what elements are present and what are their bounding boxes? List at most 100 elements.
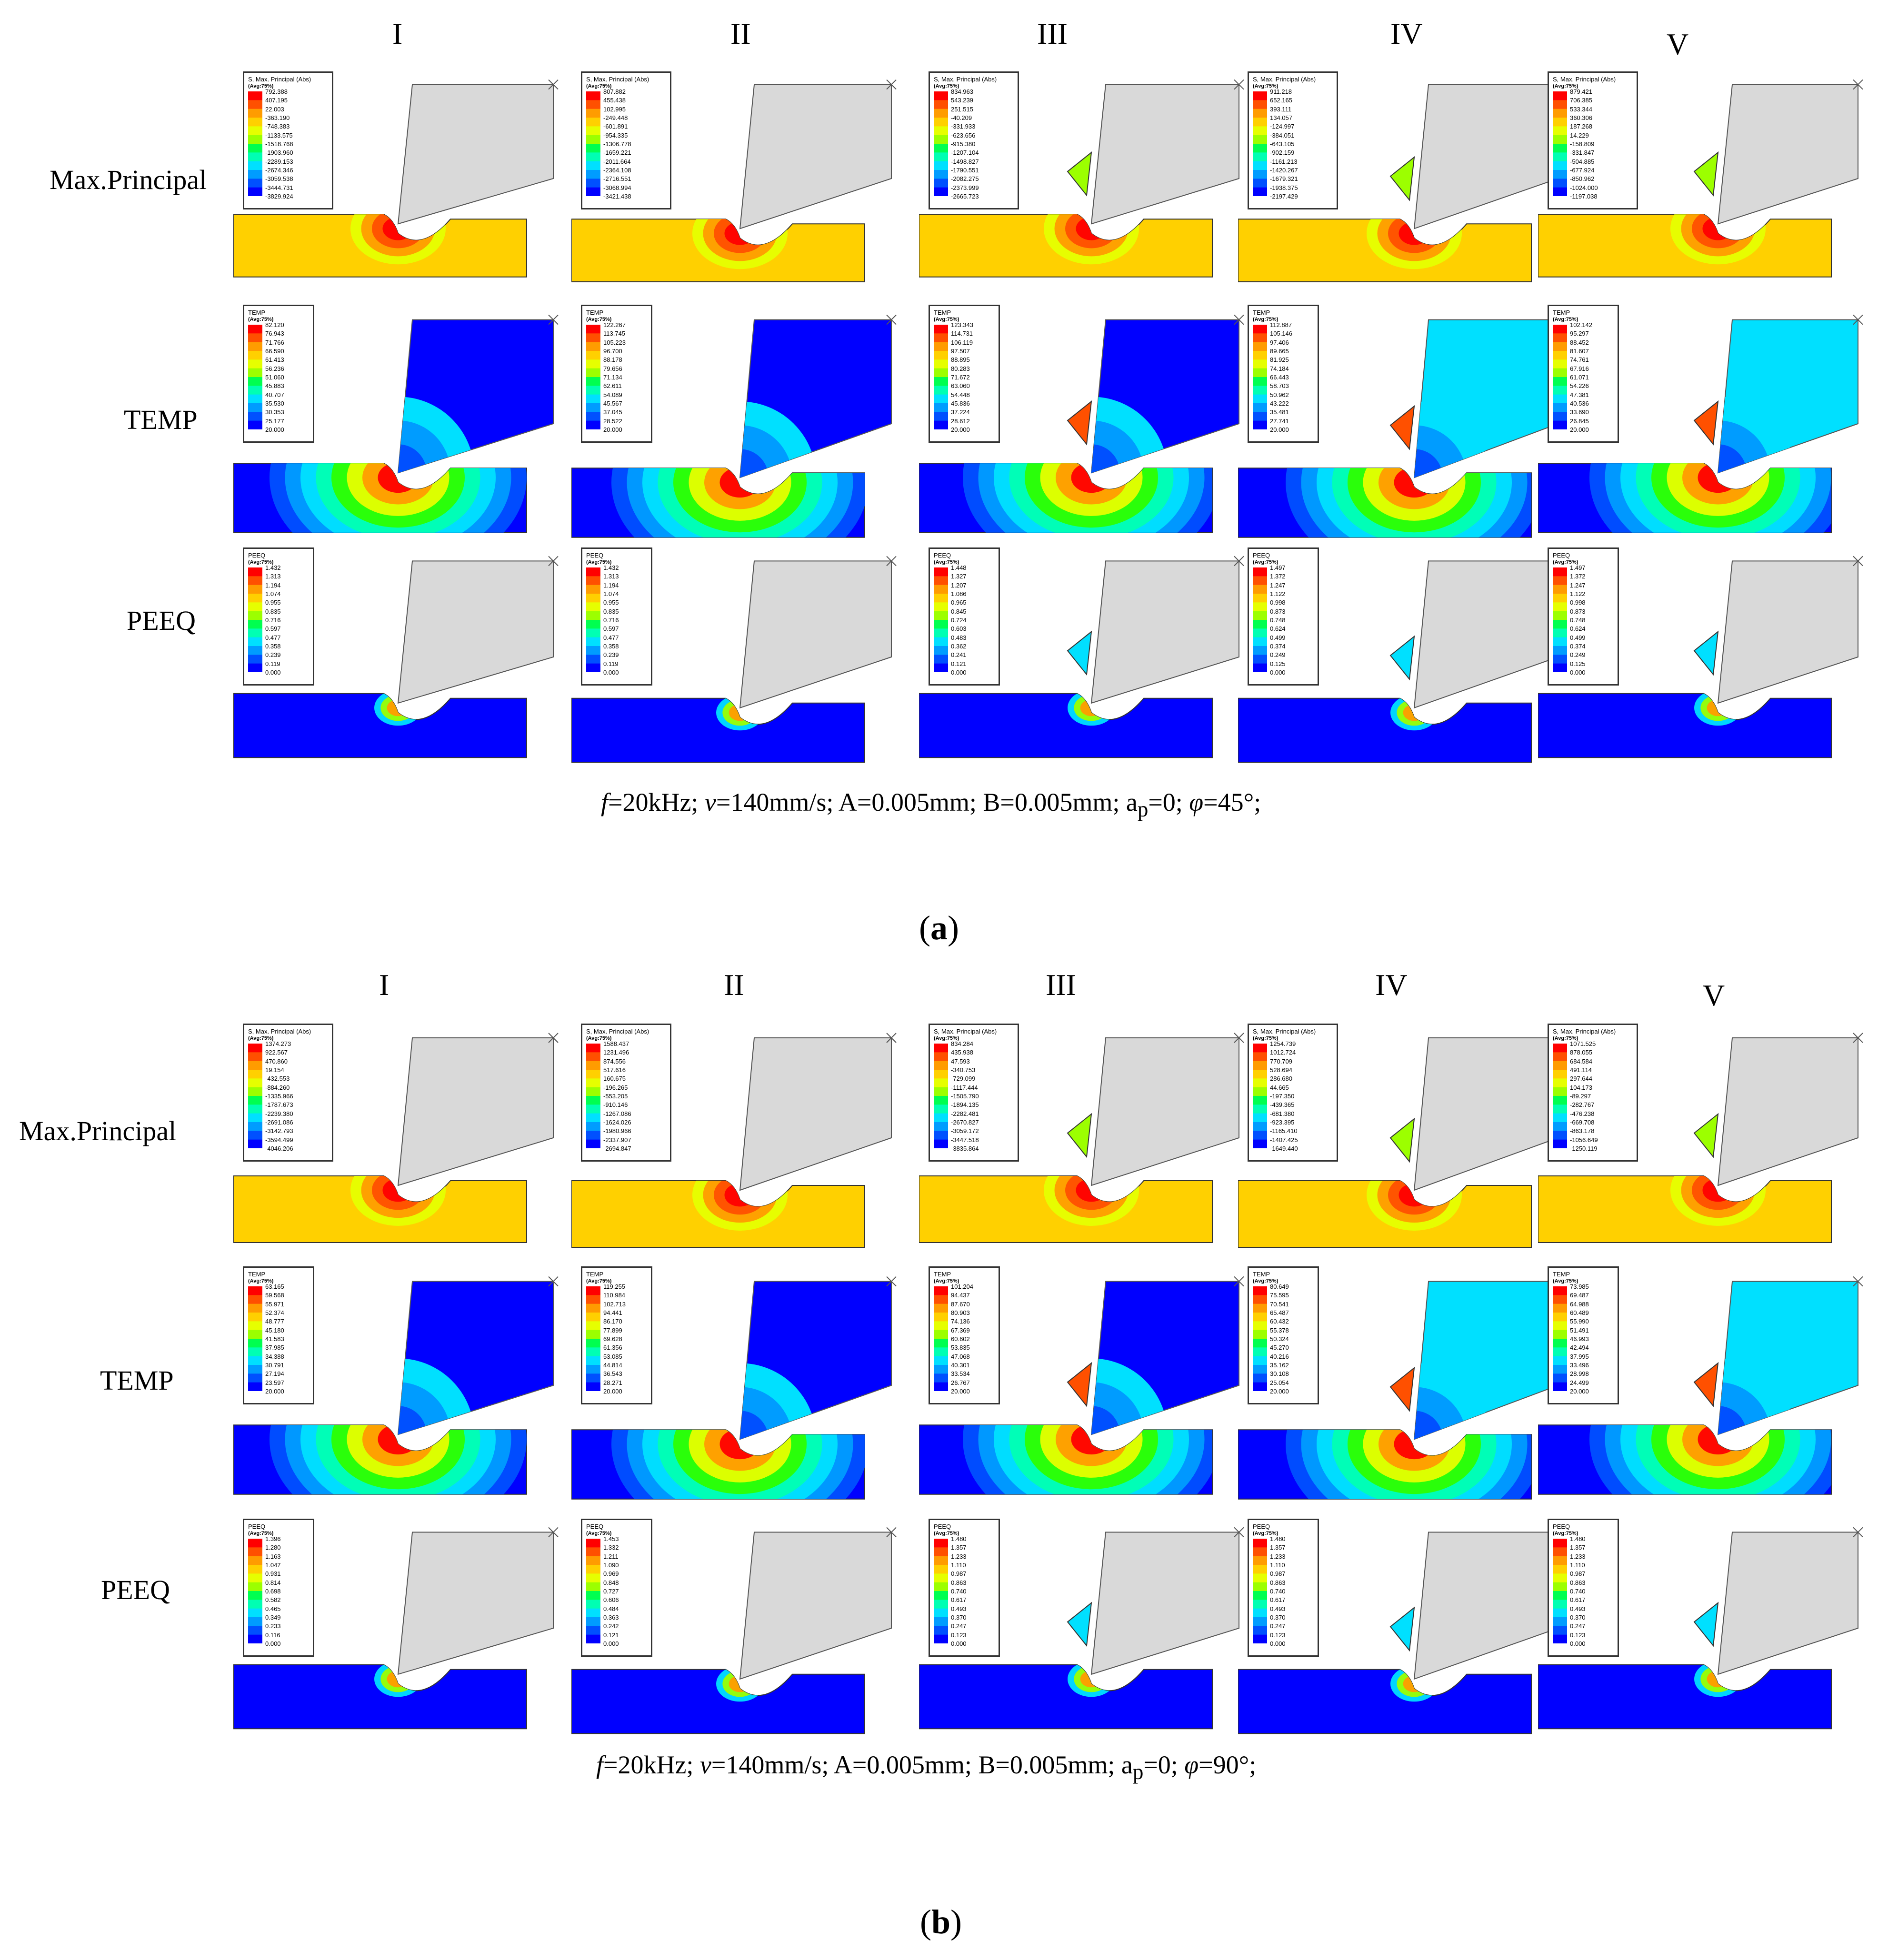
- contour-cell-max-5: S, Max. Principal (Abs) (Avg:75%) 1071.525…: [1538, 1019, 1871, 1257]
- legend-color-band: [934, 135, 948, 144]
- caption-v-symbol: v: [699, 1751, 711, 1779]
- legend-color-band: [1253, 1634, 1267, 1643]
- legend-color-band: [1553, 152, 1567, 162]
- caption-phi-value: =90°;: [1199, 1751, 1257, 1779]
- legend-color-band: [934, 126, 948, 136]
- legend-color-band: [1553, 325, 1567, 334]
- legend-color-band: [934, 109, 948, 118]
- contour-legend: TEMP (Avg:75%) 82.120 76.943 71.766 66.590 61.…: [243, 305, 314, 443]
- legend-color-band: [586, 602, 600, 612]
- legend-body: 1.480 1.357 1.233 1.110 0.987 0.863 0.740 0.617…: [934, 1536, 995, 1647]
- legend-body: 879.421 706.385 533.344 360.306 187.268 14.22…: [1553, 89, 1633, 199]
- legend-color-band: [1253, 187, 1267, 196]
- legend-body: 1071.525 878.055 684.584 491.114 297.644 104.…: [1553, 1041, 1633, 1152]
- legend-color-band: [248, 1096, 262, 1105]
- tool-heat-band: [398, 1358, 474, 1435]
- cutting-tool: [1413, 84, 1558, 229]
- legend-color-band: [248, 359, 262, 369]
- legend-color-band: [1553, 126, 1567, 136]
- legend-color-band: [1253, 1113, 1267, 1123]
- fe-contour-plot: [1538, 79, 1863, 278]
- legend-title: TEMP: [248, 309, 266, 316]
- legend-color-band: [1553, 333, 1567, 343]
- legend-color-bar: [1553, 567, 1567, 672]
- legend-color-band: [1253, 126, 1267, 136]
- contour-legend: PEEQ (Avg:75%) 1.497 1.372 1.247 1.122 0.998 0.…: [1248, 547, 1319, 686]
- legend-color-bar: [248, 91, 262, 196]
- legend-color-band: [1253, 135, 1267, 144]
- legend-color-band: [586, 637, 600, 647]
- legend-color-band: [934, 1330, 948, 1339]
- legend-color-band: [1553, 91, 1567, 100]
- legend-color-band: [248, 420, 262, 429]
- fe-contour-plot: [919, 556, 1244, 758]
- legend-color-band: [586, 144, 600, 153]
- cutting-tool: [397, 1532, 554, 1675]
- legend-color-band: [934, 1347, 948, 1357]
- legend-color-band: [586, 1347, 600, 1357]
- legend-color-band: [1253, 1356, 1267, 1365]
- legend-color-band: [1553, 386, 1567, 395]
- legend-color-band: [1253, 170, 1267, 179]
- tool-heat-band: [1414, 425, 1467, 478]
- legend-color-band: [934, 1321, 948, 1331]
- legend-color-band: [1553, 144, 1567, 153]
- legend-color-band: [248, 152, 262, 162]
- legend-color-band: [1553, 1113, 1567, 1123]
- legend-averaging: (Avg:75%): [934, 83, 959, 89]
- legend-title: PEEQ: [1553, 552, 1570, 559]
- legend-color-band: [934, 1591, 948, 1600]
- legend-color-band: [586, 126, 600, 136]
- cutting-tool: [1717, 1037, 1858, 1186]
- reference-point-marker: [1234, 1527, 1244, 1538]
- cutting-tool: [739, 84, 892, 229]
- legend-averaging: (Avg:75%): [248, 559, 274, 565]
- cutting-tool: [1090, 560, 1239, 704]
- legend-color-band: [1253, 1087, 1267, 1096]
- cutting-tool: [397, 560, 554, 704]
- contour-cell-temp-1: TEMP (Avg:75%) 63.165 59.568 55.971 52.374 48.…: [233, 1262, 567, 1509]
- row-label-max-principal: Max.Principal: [19, 1115, 177, 1146]
- legend-title: PEEQ: [1553, 1523, 1570, 1530]
- legend-color-band: [248, 1634, 262, 1643]
- legend-color-band: [934, 1070, 948, 1079]
- cutting-tool: [1717, 84, 1858, 225]
- legend-body: 807.882 455.438 102.995 -249.448 -601.891 -95…: [586, 89, 666, 199]
- legend-title: PEEQ: [934, 552, 951, 559]
- legend-color-bar: [1553, 1286, 1567, 1391]
- contour-cell-max-2: S, Max. Principal (Abs) (Avg:75%) 807.882 4…: [571, 67, 905, 290]
- legend-color-band: [248, 637, 262, 647]
- legend-color-bar: [586, 91, 600, 196]
- legend-color-band: [1253, 1556, 1267, 1565]
- legend-color-bar: [1553, 91, 1567, 196]
- caption-ap-value: =0;: [1143, 1751, 1185, 1779]
- contour-cell-peeq-1: PEEQ (Avg:75%) 1.396 1.280 1.163 1.047 0.931 0.…: [233, 1514, 567, 1742]
- legend-color-band: [248, 1365, 262, 1374]
- legend-averaging: (Avg:75%): [248, 317, 274, 322]
- legend-body: 82.120 76.943 71.766 66.590 61.413 56.236 51.0…: [248, 322, 309, 433]
- tool-heat-band: [1414, 1411, 1443, 1440]
- column-label-5: V: [1667, 27, 1689, 61]
- legend-color-band: [586, 576, 600, 586]
- tool-heat-band: [1091, 444, 1120, 473]
- cutting-tool: [1413, 560, 1558, 709]
- legend-color-band: [248, 646, 262, 655]
- legend-color-band: [586, 1634, 600, 1643]
- legend-color-band: [934, 325, 948, 334]
- legend-color-band: [586, 1295, 600, 1304]
- legend-color-band: [248, 585, 262, 594]
- legend-color-band: [586, 118, 600, 127]
- legend-color-band: [586, 1608, 600, 1618]
- legend-color-band: [934, 1303, 948, 1313]
- legend-color-band: [1553, 368, 1567, 378]
- legend-color-band: [1553, 1044, 1567, 1053]
- fe-contour-plot: [1538, 1527, 1863, 1730]
- tool-heat-band: [398, 1406, 427, 1435]
- legend-color-band: [248, 91, 262, 100]
- legend-color-band: [934, 1113, 948, 1123]
- column-label-4: IV: [1375, 968, 1408, 1002]
- legend-title: PEEQ: [248, 552, 266, 559]
- legend-color-band: [586, 1078, 600, 1088]
- tool-heat-band: [1718, 1406, 1747, 1435]
- legend-color-band: [934, 628, 948, 638]
